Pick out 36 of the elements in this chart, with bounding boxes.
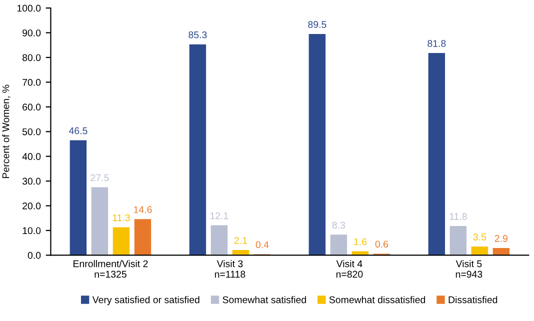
data-label: 3.5 [473, 234, 486, 240]
data-label: 85.3 [188, 31, 207, 38]
data-label: 81.8 [428, 40, 446, 47]
x-tick-label: Enrollment/Visit 2 n=1325 [74, 260, 148, 278]
data-label: 27.5 [90, 174, 109, 182]
legend-label: Very satisfied or satisfied [92, 296, 200, 306]
y-tick-label: 60.0 [22, 104, 41, 111]
y-tick-label: 20.0 [22, 202, 41, 210]
data-label: 12.1 [210, 212, 228, 220]
y-tick-label: 30.0 [22, 178, 41, 185]
data-label: 2.1 [234, 237, 247, 244]
data-label: 2.9 [494, 235, 508, 242]
x-tick-label: Visit 3 n=1118 [214, 260, 246, 278]
y-tick-label: 100.0 [17, 4, 41, 12]
data-label: 8.3 [332, 222, 346, 229]
y-tick-label: 90.0 [22, 29, 41, 36]
legend-label: Somewhat dissatisfied [329, 296, 426, 304]
y-tick-label: 10.0 [22, 227, 41, 234]
x-tick-label: Visit 5 n=943 [456, 260, 482, 278]
data-label: 14.6 [134, 206, 152, 214]
data-label: 11.8 [450, 213, 467, 220]
x-tick-label: Visit 4 n=820 [336, 260, 363, 278]
legend-label: Somewhat satisfied [222, 296, 306, 304]
y-tick-label: 0.0 [28, 252, 41, 259]
data-label: 1.6 [354, 238, 367, 246]
data-label: 46.5 [68, 127, 88, 134]
data-label: 89.5 [308, 21, 326, 28]
y-tick-label: 70.0 [22, 78, 41, 86]
y-axis-title: Percent of Women, % [2, 84, 10, 178]
data-label: 0.6 [375, 240, 388, 248]
data-label: 11.3 [112, 214, 130, 222]
y-tick-label: 80.0 [22, 54, 41, 62]
legend-label: Dissatisfied [448, 296, 498, 304]
y-tick-label: 50.0 [22, 128, 41, 136]
data-label: 0.4 [256, 241, 269, 248]
y-tick-label: 40.0 [22, 153, 41, 160]
